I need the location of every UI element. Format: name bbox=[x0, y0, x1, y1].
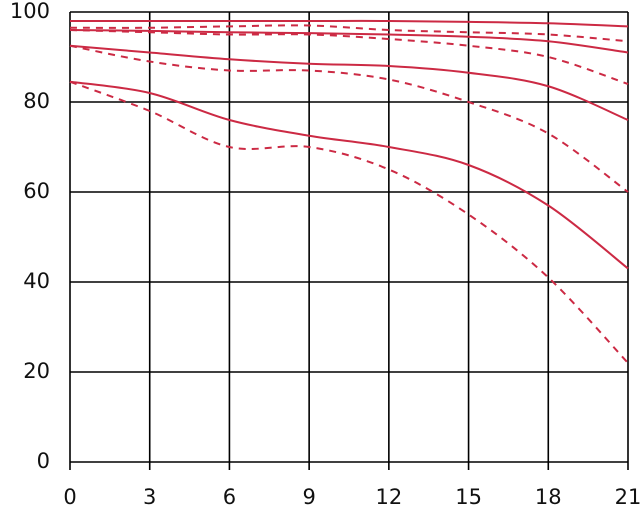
y-tick-label: 40 bbox=[23, 269, 50, 293]
series-line bbox=[69, 24, 629, 43]
x-tick-label: 15 bbox=[455, 485, 482, 509]
x-tick-label: 3 bbox=[143, 485, 156, 509]
y-tick-label: 0 bbox=[37, 449, 50, 473]
series-line bbox=[69, 80, 629, 270]
x-tick-label: 6 bbox=[223, 485, 236, 509]
y-tick-label: 20 bbox=[23, 359, 50, 383]
x-tick-label: 0 bbox=[63, 485, 76, 509]
x-tick-label: 21 bbox=[615, 485, 640, 509]
series-line bbox=[69, 44, 629, 121]
x-tick-label: 9 bbox=[302, 485, 315, 509]
series-line bbox=[70, 19, 629, 28]
series-line bbox=[69, 29, 629, 54]
y-tick-label: 80 bbox=[23, 89, 50, 113]
x-tick-label: 18 bbox=[535, 485, 562, 509]
y-tick-label: 60 bbox=[23, 179, 50, 203]
series-line bbox=[69, 29, 629, 85]
y-tick-label: 100 bbox=[10, 0, 50, 23]
series-line bbox=[69, 80, 629, 364]
x-tick-label: 12 bbox=[375, 485, 402, 509]
series-line bbox=[69, 44, 629, 193]
